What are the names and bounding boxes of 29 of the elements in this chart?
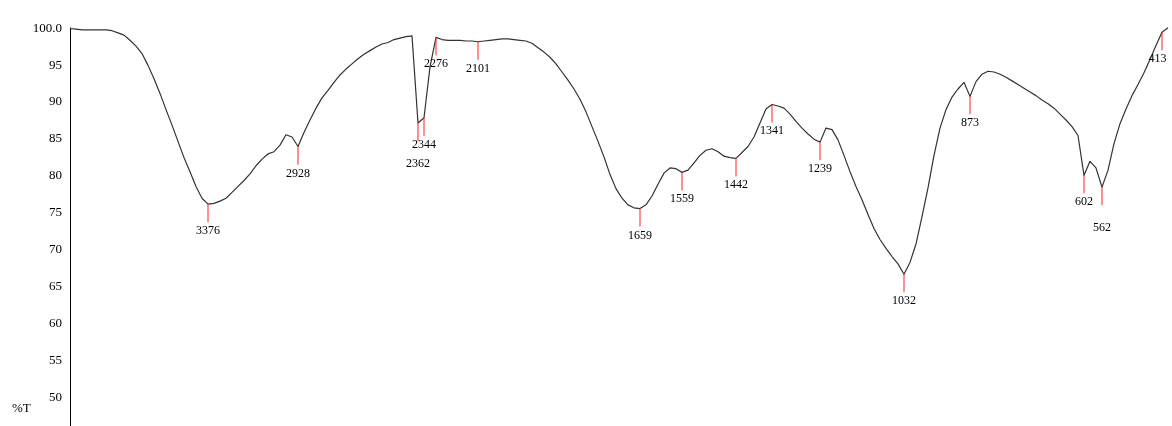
annotation: 2344: [412, 136, 436, 151]
annotation: 2101: [466, 60, 490, 75]
y-tick-label: 100.0: [32, 19, 62, 35]
y-tick-label: 55: [49, 351, 62, 367]
y-tick-label: 80: [49, 167, 62, 183]
y-axis-title: %T: [12, 400, 31, 415]
y-tick-label: 85: [49, 130, 62, 146]
annotation: 1659: [628, 227, 652, 242]
annotation: 2276: [424, 56, 448, 71]
annotation: 602: [1075, 194, 1093, 209]
annotation: 873: [961, 115, 979, 130]
annotation: 2362: [406, 155, 430, 170]
annotation: 1341: [760, 123, 784, 138]
line-series: [69, 27, 1169, 275]
y-tick-label: 60: [49, 314, 62, 330]
annotation: 413: [1148, 51, 1167, 66]
y-tick-label: 90: [49, 93, 62, 109]
annotation: 1559: [670, 191, 694, 206]
y-tick-label: 50: [49, 388, 62, 404]
y-tick-label: 65: [49, 277, 62, 293]
y-tick-label: 75: [49, 204, 62, 220]
y-tick-label: 70: [49, 241, 62, 257]
annotation: 1239: [808, 161, 832, 176]
annotation: 1442: [724, 177, 748, 192]
annotation: 1032: [892, 293, 916, 308]
annotation: 2928: [286, 165, 310, 180]
annotation: 562: [1093, 220, 1111, 235]
annotation: 3376: [196, 223, 220, 238]
y-tick-label: 95: [49, 56, 62, 72]
